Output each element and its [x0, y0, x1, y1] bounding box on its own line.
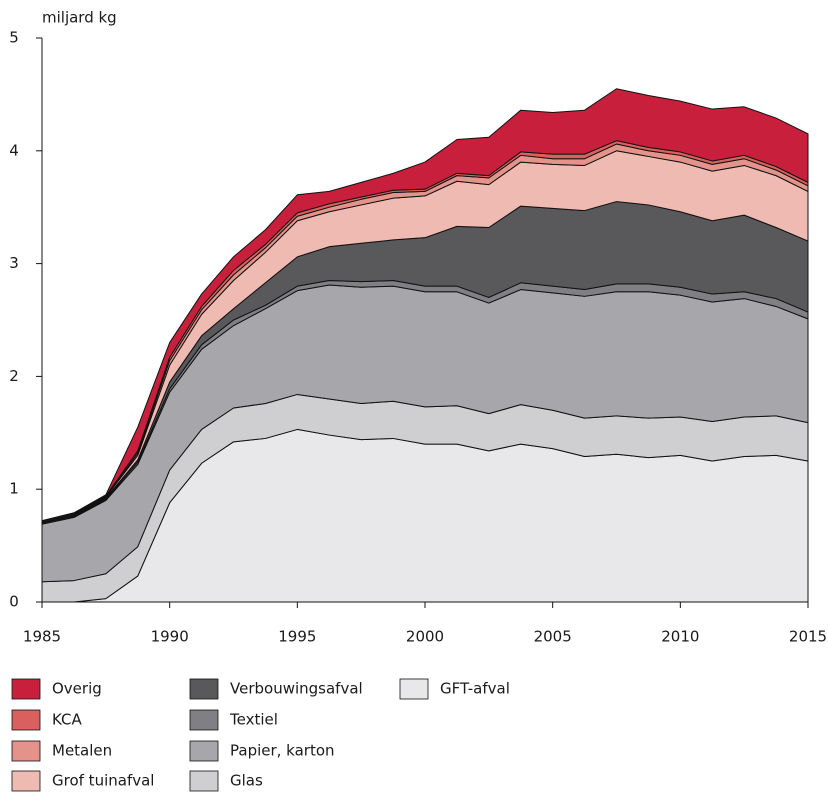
- legend-label: GFT-afval: [440, 680, 510, 698]
- legend-swatch: [11, 709, 41, 731]
- legend-label: Grof tuinafval: [52, 772, 154, 790]
- x-tick-label: 1995: [278, 628, 316, 646]
- y-tick-label: 0: [9, 593, 19, 611]
- x-tick-label: 2015: [789, 628, 827, 646]
- legend-label: Verbouwingsafval: [230, 680, 363, 698]
- y-tick-label: 1: [9, 480, 19, 498]
- legend-swatch: [189, 678, 219, 700]
- x-tick-label: 1985: [23, 628, 61, 646]
- legend-label: Glas: [230, 772, 263, 790]
- legend-label: Papier, karton: [230, 742, 335, 760]
- x-tick-label: 2000: [406, 628, 444, 646]
- legend-swatch: [11, 770, 41, 792]
- area: [41, 88, 809, 522]
- x-tick-label: 2010: [661, 628, 699, 646]
- y-tick-label: 2: [9, 367, 19, 385]
- y-tick-label: 5: [9, 29, 19, 47]
- y-tick-label: 3: [9, 254, 19, 272]
- legend-label: KCA: [52, 711, 82, 729]
- x-tick-label: 1990: [151, 628, 189, 646]
- y-axis-label: miljard kg: [42, 9, 117, 27]
- legend-label: Textiel: [229, 711, 278, 729]
- x-tick-label: 2005: [534, 628, 572, 646]
- legend-swatch: [399, 678, 429, 700]
- legend-swatch: [189, 740, 219, 762]
- legend-swatch: [189, 709, 219, 731]
- legend-swatch: [11, 740, 41, 762]
- legend-swatch: [189, 770, 219, 792]
- y-tick-label: 4: [9, 141, 19, 159]
- legend-label: Metalen: [52, 742, 112, 760]
- legend-label: Overig: [52, 680, 102, 698]
- legend-swatch: [11, 678, 41, 700]
